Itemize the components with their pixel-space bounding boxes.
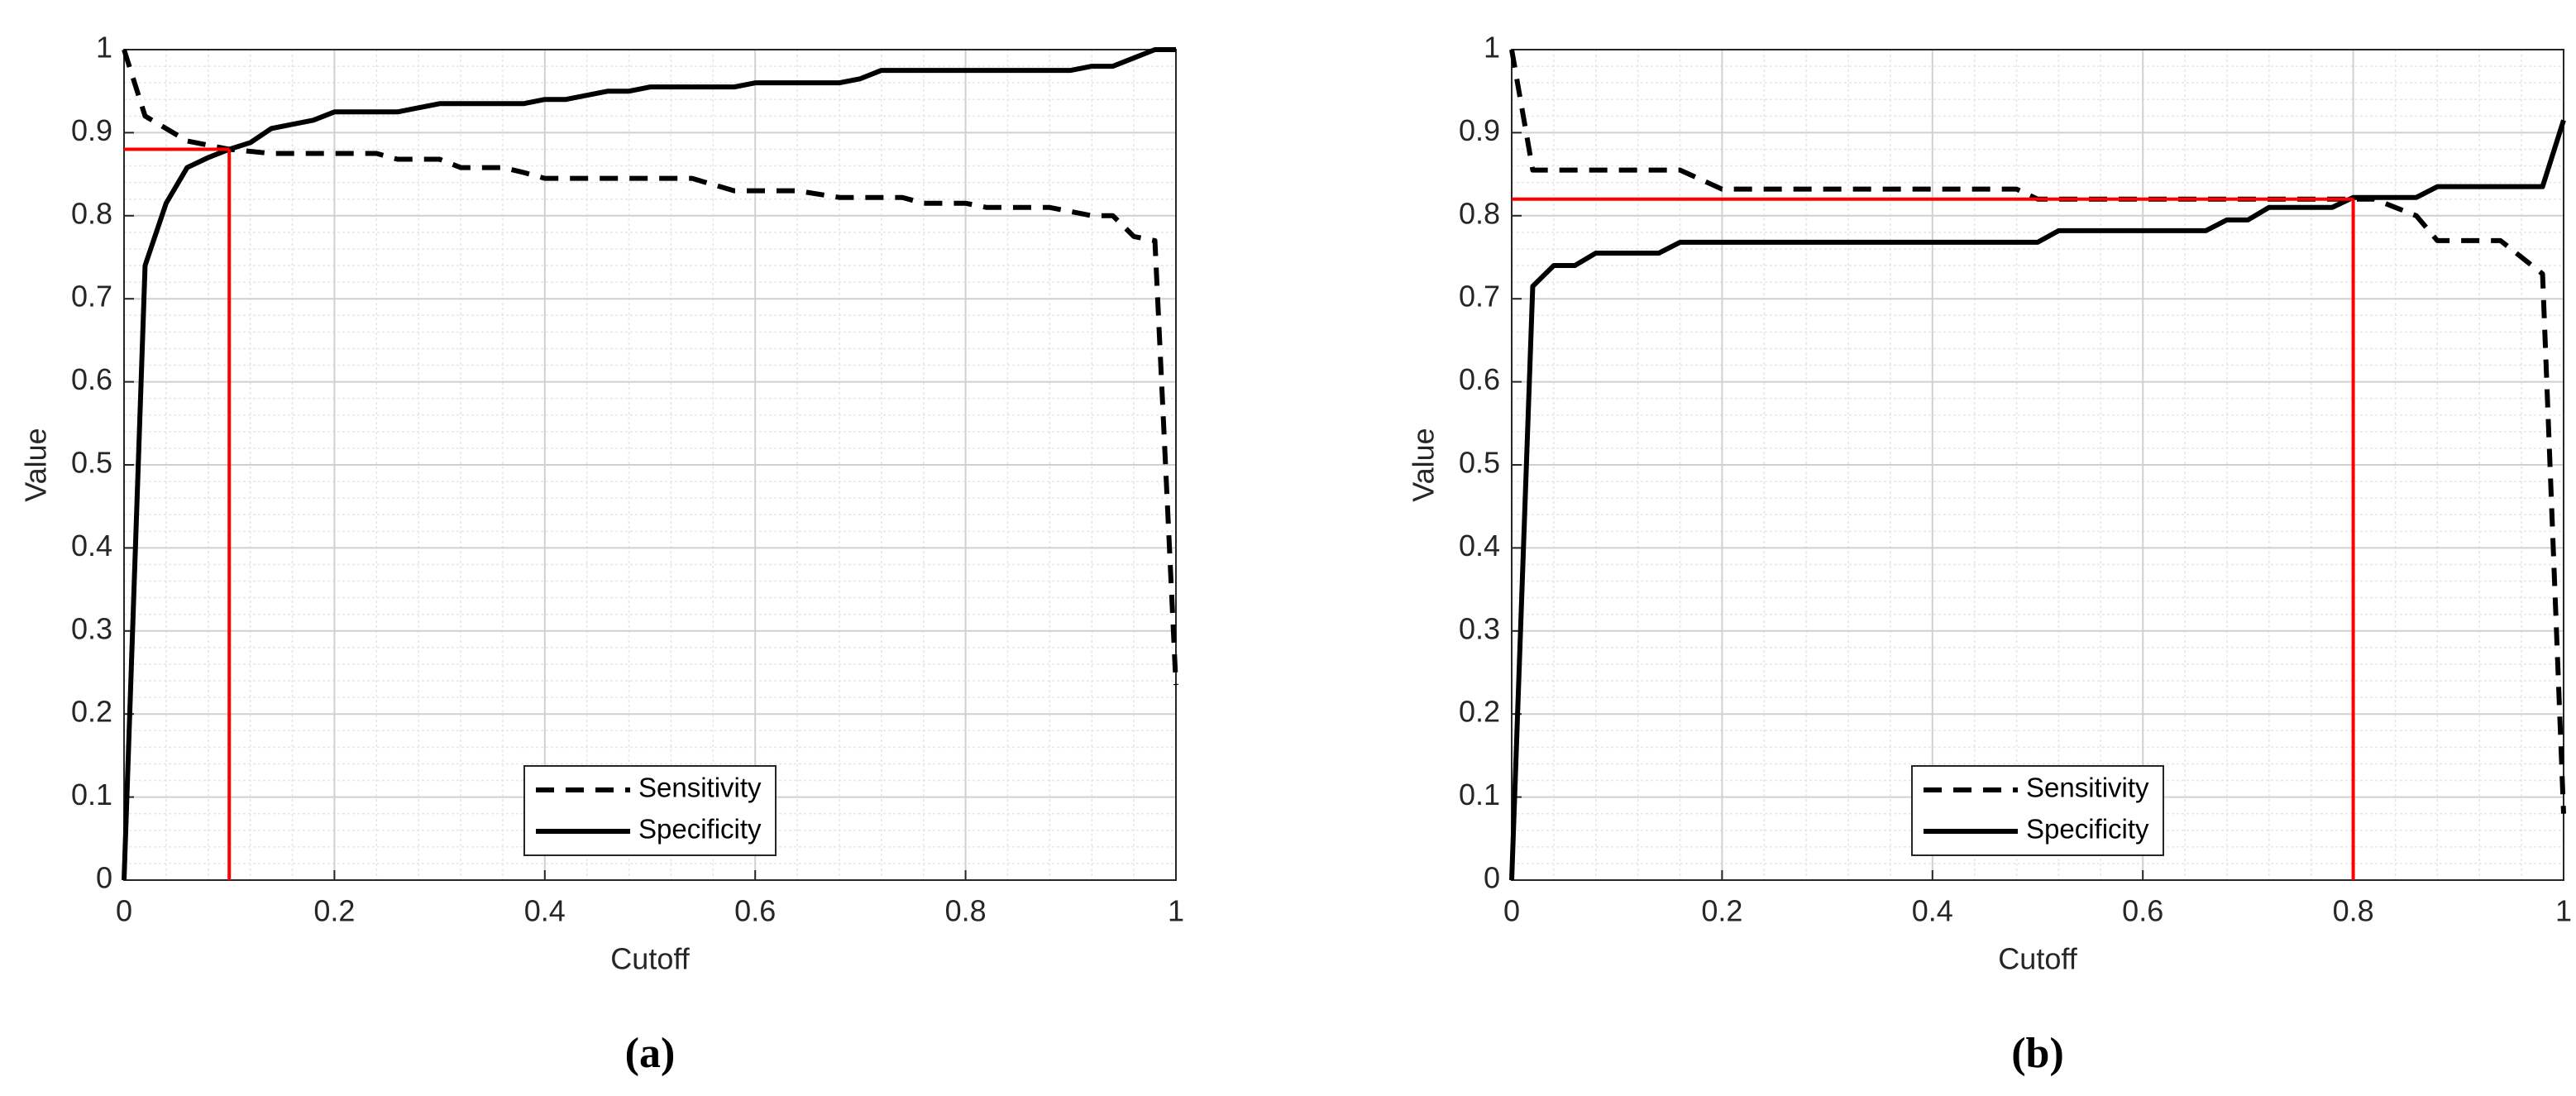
- legend-box: [523, 765, 777, 856]
- x-tick-label: 0.8: [2333, 894, 2374, 928]
- y-tick-label: 1: [96, 31, 112, 65]
- panel-label: (b): [2011, 1030, 2064, 1077]
- y-tick-label: 0.9: [1459, 113, 1500, 147]
- legend-label: Sensitivity: [638, 773, 762, 803]
- y-tick-label: 0.2: [71, 695, 112, 729]
- x-tick-label: 1: [2555, 894, 2572, 928]
- y-tick-label: 0.6: [71, 362, 112, 396]
- y-tick-label: 0.4: [1459, 529, 1500, 562]
- y-tick-label: 0: [1484, 861, 1500, 895]
- y-tick-label: 0.7: [1459, 280, 1500, 313]
- x-axis-label: Cutoff: [610, 942, 690, 976]
- y-tick-label: 0.9: [71, 113, 112, 147]
- x-tick-label: 0.4: [1912, 894, 1953, 928]
- series-line: [1509, 49, 2566, 814]
- axes-box: [1511, 49, 2564, 881]
- y-tick-label: 0: [96, 861, 112, 895]
- y-axis-label: Value: [1407, 428, 1441, 501]
- x-axis-label: Cutoff: [1998, 942, 2077, 976]
- x-tick-label: 0.4: [524, 894, 566, 928]
- panel-label: (a): [625, 1030, 676, 1077]
- x-tick-label: 0: [116, 894, 132, 928]
- y-tick-label: 0.2: [1459, 695, 1500, 729]
- y-tick-label: 0.6: [1459, 362, 1500, 396]
- legend-label: Specificity: [2026, 814, 2149, 845]
- y-tick-label: 0.4: [71, 529, 112, 562]
- y-axis-label: Value: [19, 428, 53, 501]
- legend-label: Specificity: [638, 814, 762, 845]
- y-tick-label: 0.8: [1459, 196, 1500, 230]
- x-tick-label: 0.8: [945, 894, 987, 928]
- chart-panel: 0 0.2 0.4 0.6 0.8 1 0 0.1 0.2 0.3 0.4 0.5 0.6 0.7 0.8 0…: [19, 31, 1185, 1077]
- y-tick-label: 0.7: [71, 280, 112, 313]
- axes-box: [123, 49, 1177, 881]
- x-tick-label: 0.6: [2122, 894, 2163, 928]
- y-tick-label: 0.5: [71, 446, 112, 480]
- y-tick-label: 1: [1484, 31, 1500, 65]
- y-tick-label: 0.3: [71, 611, 112, 645]
- x-tick-label: 0.2: [313, 894, 355, 928]
- series-line: [1509, 119, 2566, 881]
- y-tick-label: 0.1: [71, 778, 112, 811]
- y-tick-label: 0.3: [1459, 611, 1500, 645]
- series-line: [122, 49, 1178, 686]
- x-tick-label: 0: [1503, 894, 1520, 928]
- legend-label: Sensitivity: [2026, 773, 2149, 803]
- x-tick-label: 1: [1168, 894, 1184, 928]
- y-tick-label: 0.1: [1459, 778, 1500, 811]
- y-tick-label: 0.5: [1459, 446, 1500, 480]
- y-tick-label: 0.8: [71, 196, 112, 230]
- x-tick-label: 0.6: [734, 894, 776, 928]
- legend-box: [1911, 765, 2164, 856]
- x-tick-label: 0.2: [1701, 894, 1742, 928]
- chart-panel: 0 0.2 0.4 0.6 0.8 1 0 0.1 0.2 0.3 0.4 0.5 0.6 0.7 0.8 0…: [1407, 31, 2573, 1077]
